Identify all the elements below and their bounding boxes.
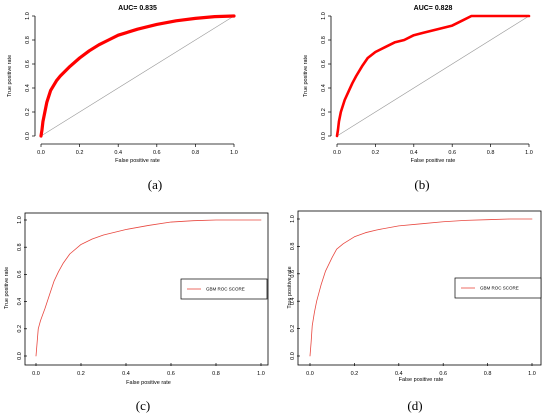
y-tick-label: 0.4 [321,84,327,92]
chance-diagonal [336,15,530,137]
y-tick-label: 0.0 [321,132,327,140]
y-tick-label: 0.2 [290,325,296,333]
x-tick-label: 0.0 [37,150,45,156]
x-axis-title: False positive rate [399,377,444,383]
x-tick-label: 0.8 [484,371,492,377]
y-tick-label: 1.0 [17,216,23,224]
y-tick-label: 0.4 [17,298,23,306]
x-tick-label: 0.6 [448,150,456,156]
panel-label: (c) [136,398,150,413]
y-tick-label: 1.0 [290,215,296,223]
y-tick-label: 0.0 [17,352,23,360]
roc-curve [35,219,262,357]
y-tick-label: 0.6 [17,271,23,279]
x-tick-label: 0.2 [77,371,85,377]
legend: GBM ROC SCORE [454,277,542,299]
roc-panel-4: 0.0 0.0 0.2 0.2 0.4 0.4 0.6 0.6 0.8 0.8 1.0 1.0 Fals… [287,210,542,413]
x-tick-label: 0.4 [122,371,130,377]
x-tick-label: 0.6 [153,150,161,156]
x-tick-label: 0.0 [333,150,341,156]
y-tick-label: 0.6 [321,60,327,68]
y-tick-label: 1.0 [25,12,31,20]
x-tick-label: 0.8 [212,371,220,377]
roc-panel-2: 0.0 0.0 0.2 0.2 0.4 0.4 0.6 0.6 0.8 0.8 1.0 1.0 Fals… [303,5,533,192]
x-tick-label: 0.8 [487,150,495,156]
y-tick-label: 0.2 [17,325,23,333]
y-axis-title: True positive rate [303,55,309,97]
roc-curve [309,218,533,357]
plot-title: AUC= 0.828 [414,5,453,12]
y-tick-label: 0.6 [290,270,296,278]
x-tick-label: 0.6 [439,371,447,377]
chance-diagonal [40,15,235,137]
y-tick-label: 0.4 [290,297,296,305]
x-tick-label: 0.2 [372,150,380,156]
legend: GBM ROC SCORE [180,278,268,300]
y-tick-label: 1.0 [321,12,327,20]
x-tick-label: 0.6 [167,371,175,377]
panel-label: (b) [414,177,429,192]
x-tick-label: 0.0 [32,371,40,377]
x-tick-label: 0.4 [114,150,122,156]
plot-frame [24,212,269,366]
x-axis-title: False positive rate [126,380,171,386]
legend-label: GBM ROC SCORE [206,287,245,292]
y-tick-label: 0.4 [25,84,31,92]
roc-panel-3: 0.0 0.0 0.2 0.2 0.4 0.4 0.6 0.6 0.8 0.8 1.0 1.0 Fals… [4,212,269,413]
legend-label: GBM ROC SCORE [480,286,519,291]
roc-curve [39,14,236,138]
y-axis-title: True positive rate [4,267,10,309]
y-tick-label: 0.0 [25,132,31,140]
x-tick-label: 1.0 [257,371,265,377]
y-tick-label: 0.8 [17,243,23,251]
x-tick-label: 1.0 [528,371,536,377]
x-tick-label: 0.2 [76,150,84,156]
y-tick-label: 0.2 [25,108,31,116]
legend-box [180,278,268,300]
x-tick-label: 0.2 [351,371,359,377]
x-axis-title: False positive rate [115,158,160,164]
plot-title: AUC= 0.835 [118,5,157,12]
x-axis-title: False positive rate [411,158,456,164]
x-tick-label: 0.4 [410,150,418,156]
y-tick-label: 0.6 [25,60,31,68]
x-tick-label: 0.4 [395,371,403,377]
y-axis-title: True positive rate [287,266,293,308]
legend-box [454,277,542,299]
x-tick-label: 1.0 [525,150,533,156]
y-tick-label: 0.8 [321,36,327,44]
x-tick-label: 1.0 [230,150,238,156]
x-tick-label: 0.8 [192,150,200,156]
y-tick-label: 0.2 [321,108,327,116]
panel-label: (a) [148,177,162,192]
panel-label: (d) [407,398,422,413]
y-tick-label: 0.8 [290,243,296,251]
y-tick-label: 0.8 [25,36,31,44]
y-tick-label: 0.0 [290,352,296,360]
roc-panel-1: 0.0 0.0 0.2 0.2 0.4 0.4 0.6 0.6 0.8 0.8 1.0 1.0 Fals… [7,5,238,192]
x-tick-label: 0.0 [306,371,314,377]
y-axis-title: True positive rate [7,55,13,97]
roc-curve [335,14,531,138]
